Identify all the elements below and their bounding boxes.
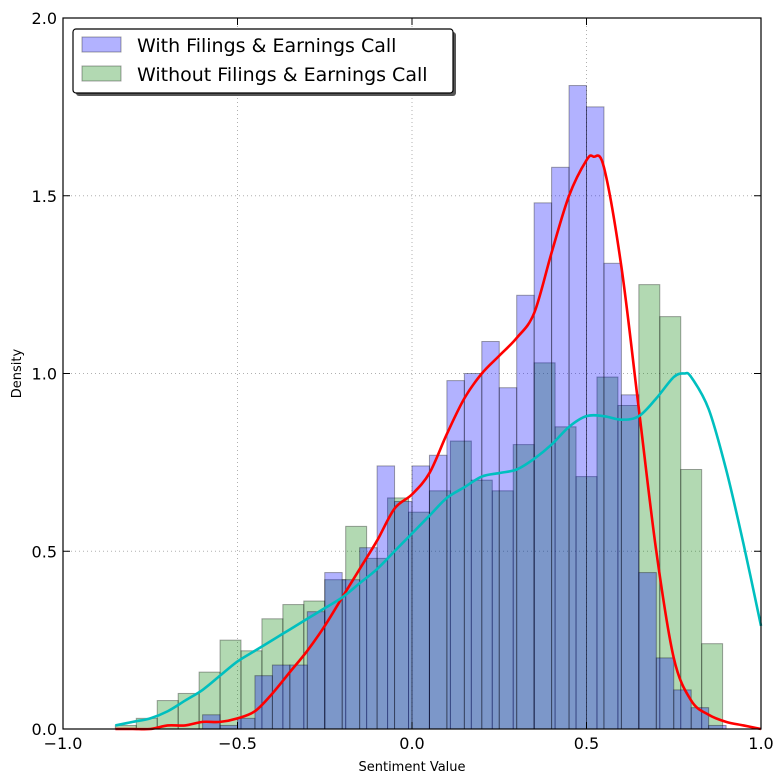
with-filings-bar xyxy=(481,341,500,730)
legend-box xyxy=(72,28,454,94)
axis-ticks xyxy=(62,17,762,730)
without-filings-bar xyxy=(219,639,242,730)
with-filings-bar xyxy=(376,465,396,730)
with-filings-bar xyxy=(463,373,483,730)
with-filings-bar xyxy=(620,394,640,730)
with-filings-kde-line xyxy=(115,154,762,731)
x-tick-label: 1.0 xyxy=(748,734,773,753)
with-filings-bar xyxy=(586,106,605,730)
x-tick-labels: −1.0 −0.5 0.0 0.5 1.0 xyxy=(44,734,774,753)
without-filings-histogram xyxy=(114,284,724,730)
with-filings-bar xyxy=(237,717,256,730)
y-tick-label: 1.5 xyxy=(32,187,57,206)
with-filings-bar xyxy=(324,572,343,730)
legend-swatch xyxy=(81,65,122,82)
y-tick-label: 0.5 xyxy=(32,542,57,561)
legend: With Filings & Earnings Call Without Fili… xyxy=(72,28,456,96)
x-tick-label: 0.0 xyxy=(399,734,424,753)
x-tick-label: −1.0 xyxy=(44,734,83,753)
y-axis-label: Density xyxy=(10,348,25,398)
y-tick-label: 2.0 xyxy=(32,9,57,28)
without-filings-kde-line xyxy=(115,371,763,727)
x-tick-label: 0.5 xyxy=(574,734,599,753)
with-filings-histogram xyxy=(202,85,727,730)
with-filings-bar xyxy=(341,579,361,730)
with-filings-bar xyxy=(289,664,308,730)
y-tick-label: 1.0 xyxy=(32,365,57,384)
with-filings-bar xyxy=(551,166,570,730)
legend-label: With Filings & Earnings Call xyxy=(137,35,396,57)
x-axis-label: Sentiment Value xyxy=(358,760,465,775)
legend-swatch xyxy=(81,36,122,53)
with-filings-bar xyxy=(428,454,448,730)
with-filings-bar xyxy=(516,294,535,730)
with-filings-bar xyxy=(446,380,465,730)
y-tick-label: 0.0 xyxy=(32,720,57,739)
x-tick-label: −0.5 xyxy=(218,734,257,753)
kde-curves xyxy=(115,154,763,731)
with-filings-bar xyxy=(568,85,587,730)
with-filings-bar xyxy=(638,572,657,730)
with-filings-bar xyxy=(498,387,518,730)
with-filings-bar xyxy=(411,465,430,730)
legend-label: Without Filings & Earnings Call xyxy=(137,64,428,86)
with-filings-bar xyxy=(603,262,622,730)
with-filings-bar xyxy=(655,657,675,730)
y-tick-labels: 0.0 0.5 1.0 1.5 2.0 xyxy=(32,9,57,739)
